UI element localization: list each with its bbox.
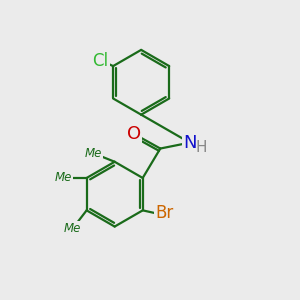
Text: O: O: [127, 125, 141, 143]
Text: Me: Me: [85, 147, 102, 160]
Text: Br: Br: [156, 204, 174, 222]
Text: Me: Me: [64, 222, 81, 235]
Text: H: H: [195, 140, 207, 155]
Text: Me: Me: [55, 172, 72, 184]
Text: Cl: Cl: [92, 52, 109, 70]
Text: N: N: [183, 134, 196, 152]
